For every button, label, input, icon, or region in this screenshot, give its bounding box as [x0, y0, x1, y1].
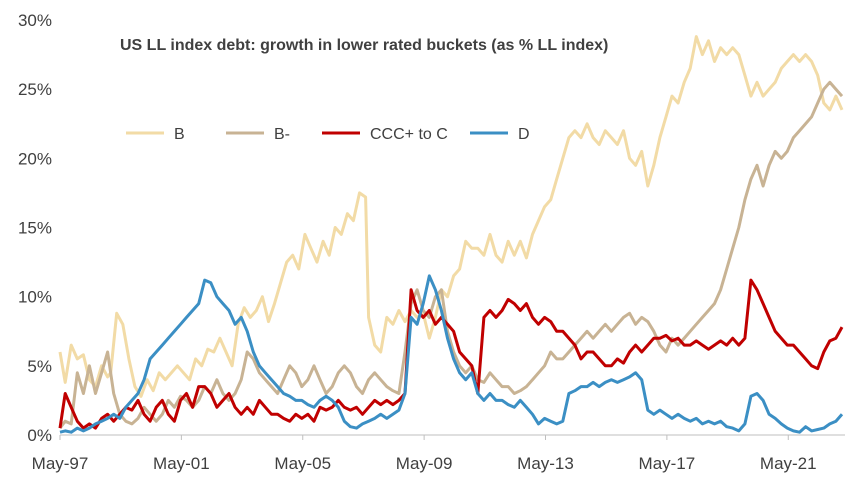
y-tick-label: 15%	[18, 219, 52, 238]
x-axis: May-97 May-01 May-05 May-09 May-13 May-17 May-…	[32, 435, 817, 473]
legend-item: B-	[226, 126, 290, 143]
y-tick-label: 10%	[18, 288, 52, 307]
y-tick-label: 0%	[27, 426, 52, 445]
legend-item: CCC+ to C	[322, 126, 448, 143]
x-tick-label: May-05	[274, 454, 331, 473]
chart-title: US LL index debt: growth in lower rated …	[120, 37, 608, 54]
y-tick-label: 25%	[18, 80, 52, 99]
legend-item: D	[470, 126, 530, 143]
y-axis: 0% 5% 10% 15% 20% 25% 30%	[18, 11, 52, 445]
legend: B B- CCC+ to C D	[126, 126, 530, 143]
plot-area	[58, 35, 844, 434]
legend-label: CCC+ to C	[370, 126, 448, 143]
y-tick-label: 5%	[27, 357, 52, 376]
y-tick-label: 30%	[18, 11, 52, 30]
x-tick-label: May-01	[153, 454, 210, 473]
x-tick-label: May-97	[32, 454, 89, 473]
x-tick-label: May-09	[396, 454, 453, 473]
x-tick-label: May-21	[760, 454, 817, 473]
legend-item: B	[126, 126, 185, 143]
series-line-b	[58, 35, 844, 398]
y-tick-label: 20%	[18, 149, 52, 168]
legend-label: D	[518, 126, 530, 143]
series-line-d	[59, 274, 844, 434]
series-line-ccc-to-c	[58, 278, 844, 430]
x-tick-label: May-17	[639, 454, 696, 473]
legend-label: B	[174, 126, 185, 143]
legend-label: B-	[274, 126, 290, 143]
x-tick-label: May-13	[517, 454, 574, 473]
